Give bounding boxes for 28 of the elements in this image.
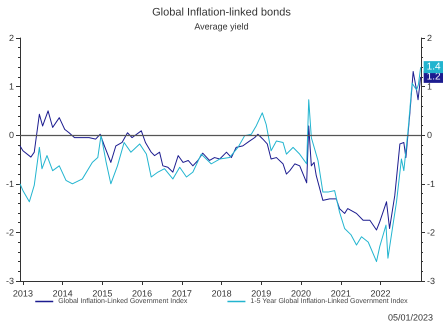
y-tick-label: 0: [8, 130, 14, 140]
y-tick-label: -2: [6, 227, 14, 238]
chart-subtitle: Average yield: [194, 22, 249, 32]
x-tick-label: 2022: [370, 288, 391, 298]
y2-tick-label: -2: [427, 227, 436, 238]
y-tick-label: 2: [8, 33, 14, 43]
x-tick-label: 2020: [290, 288, 312, 298]
y2-tick-label: 1: [427, 82, 432, 92]
y-tick-label: 1: [8, 82, 14, 92]
x-tick-label: 2017: [172, 288, 192, 298]
x-tick-label: 2014: [52, 288, 73, 298]
y-tick-label: -1: [6, 178, 14, 189]
y2-tick-label: -3: [427, 276, 436, 286]
y2-tick-label: 0: [427, 130, 432, 140]
line-series: [20, 66, 422, 262]
x-tick-label: 2016: [132, 288, 152, 298]
x-tick-label: 2019: [251, 288, 272, 298]
y2-tick-label: 2: [427, 33, 432, 43]
x-tick-label: 2018: [212, 288, 232, 298]
x-tick-label: 2021: [330, 288, 351, 298]
line-series: [20, 71, 422, 230]
y2-tick-label: -1: [427, 178, 436, 189]
chart-title: Global Inflation-linked bonds: [152, 6, 292, 18]
x-tick-label: 2015: [92, 288, 112, 298]
data-label: 1.4: [426, 62, 442, 73]
text: 05/01/2023: [388, 312, 434, 322]
y-tick-label: -3: [6, 276, 14, 286]
x-tick-label: 2013: [12, 288, 33, 298]
